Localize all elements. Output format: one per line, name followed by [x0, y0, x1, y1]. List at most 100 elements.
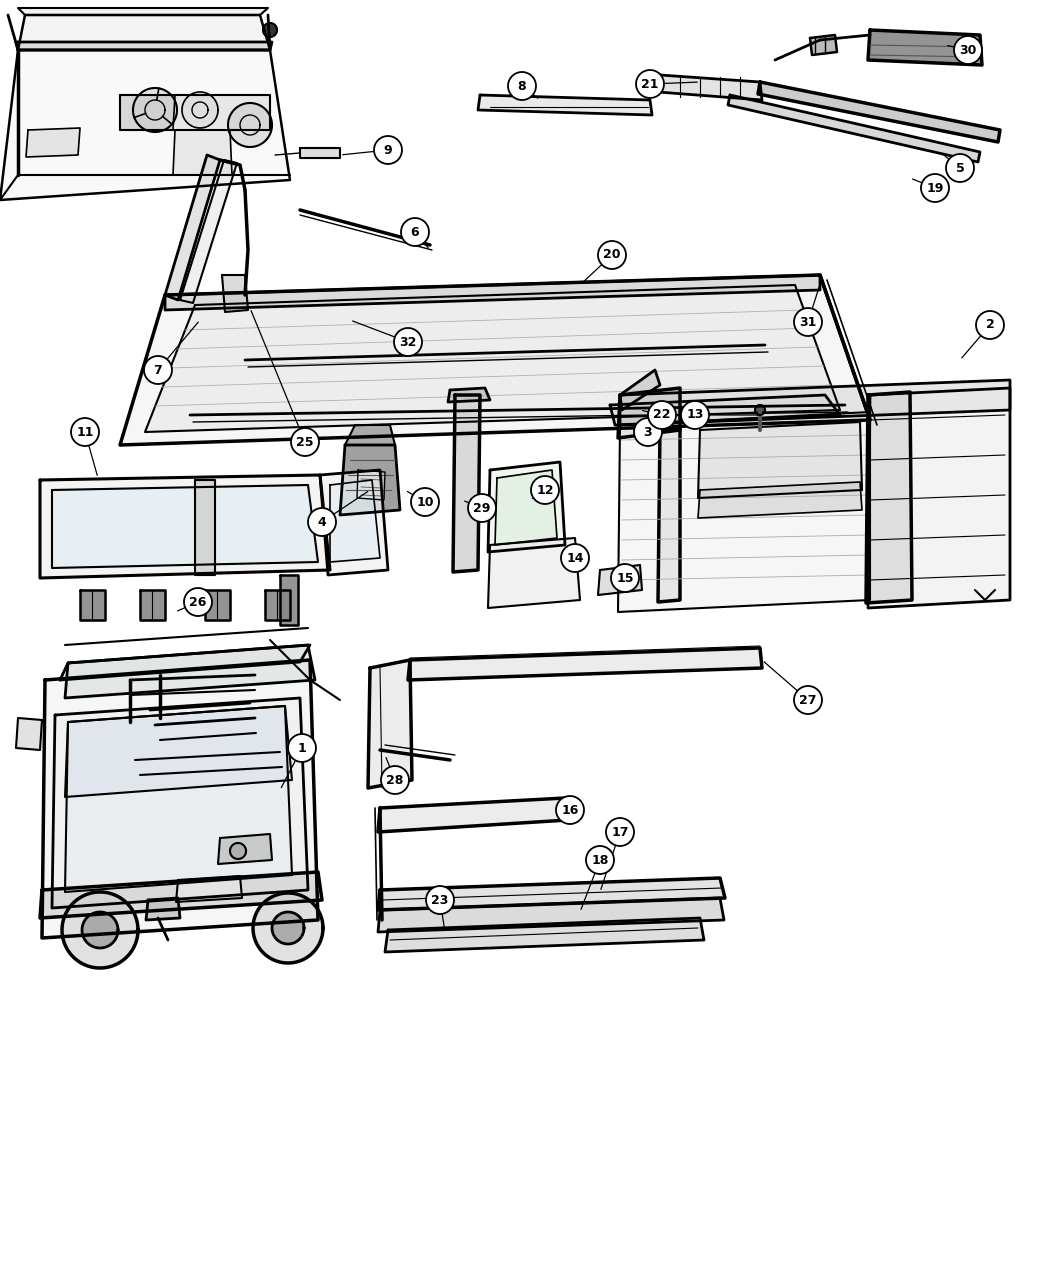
Polygon shape: [176, 876, 242, 901]
Polygon shape: [52, 484, 318, 567]
Polygon shape: [658, 75, 762, 99]
Polygon shape: [378, 878, 724, 910]
Circle shape: [976, 311, 1004, 339]
Polygon shape: [620, 380, 1010, 425]
Polygon shape: [253, 892, 323, 963]
Circle shape: [586, 847, 614, 873]
Polygon shape: [120, 96, 270, 130]
Text: 20: 20: [604, 249, 621, 261]
Text: 25: 25: [296, 436, 314, 449]
Polygon shape: [698, 422, 862, 499]
Polygon shape: [488, 462, 565, 552]
Text: 3: 3: [644, 426, 652, 439]
Text: 13: 13: [687, 408, 704, 422]
Polygon shape: [182, 92, 218, 128]
Polygon shape: [868, 31, 982, 65]
Polygon shape: [330, 479, 380, 562]
Text: 4: 4: [317, 515, 327, 529]
Text: 16: 16: [562, 803, 579, 816]
Polygon shape: [598, 565, 642, 595]
Polygon shape: [26, 128, 80, 157]
Polygon shape: [52, 697, 308, 908]
Polygon shape: [145, 286, 840, 432]
Polygon shape: [658, 428, 680, 602]
Text: 23: 23: [432, 894, 448, 907]
Text: 21: 21: [642, 78, 658, 91]
Polygon shape: [222, 275, 248, 312]
Text: 7: 7: [153, 363, 163, 376]
Text: 19: 19: [926, 181, 944, 195]
Polygon shape: [357, 470, 385, 500]
Polygon shape: [866, 391, 912, 603]
Circle shape: [411, 488, 439, 516]
Polygon shape: [205, 590, 230, 620]
Circle shape: [291, 428, 319, 456]
Polygon shape: [618, 412, 870, 612]
Polygon shape: [165, 275, 820, 310]
Text: 15: 15: [616, 571, 634, 584]
Circle shape: [184, 588, 212, 616]
Polygon shape: [618, 388, 680, 439]
Text: 2: 2: [986, 319, 994, 332]
Polygon shape: [180, 159, 237, 303]
Polygon shape: [165, 156, 220, 300]
Circle shape: [531, 476, 559, 504]
Polygon shape: [755, 405, 765, 414]
Polygon shape: [448, 388, 490, 402]
Polygon shape: [810, 34, 837, 55]
Polygon shape: [65, 645, 315, 697]
Polygon shape: [195, 479, 215, 575]
Polygon shape: [228, 103, 272, 147]
Text: 9: 9: [383, 144, 393, 157]
Circle shape: [394, 328, 422, 356]
Text: 32: 32: [399, 335, 417, 348]
Polygon shape: [60, 645, 310, 680]
Polygon shape: [320, 470, 388, 575]
Polygon shape: [80, 590, 105, 620]
Text: 30: 30: [960, 43, 977, 56]
Circle shape: [381, 766, 410, 794]
Polygon shape: [173, 130, 232, 175]
Polygon shape: [18, 8, 268, 15]
Polygon shape: [146, 898, 180, 921]
Text: 5: 5: [956, 162, 964, 175]
Circle shape: [611, 564, 639, 592]
Circle shape: [374, 136, 402, 164]
Text: 1: 1: [297, 742, 307, 755]
Circle shape: [794, 686, 822, 714]
Circle shape: [144, 356, 172, 384]
Polygon shape: [728, 96, 980, 162]
Polygon shape: [368, 660, 412, 788]
Polygon shape: [230, 843, 246, 859]
Circle shape: [681, 402, 709, 428]
Polygon shape: [140, 590, 165, 620]
Polygon shape: [65, 706, 292, 892]
Polygon shape: [265, 590, 290, 620]
Polygon shape: [62, 892, 138, 968]
Polygon shape: [620, 370, 660, 411]
Text: 10: 10: [416, 496, 434, 509]
Polygon shape: [16, 42, 272, 50]
Polygon shape: [340, 445, 400, 515]
Text: 17: 17: [611, 825, 629, 839]
Polygon shape: [218, 834, 272, 864]
Polygon shape: [345, 425, 395, 445]
Polygon shape: [42, 660, 318, 938]
Circle shape: [71, 418, 99, 446]
Polygon shape: [758, 82, 1000, 142]
Polygon shape: [120, 275, 870, 445]
Circle shape: [468, 493, 496, 521]
Polygon shape: [18, 15, 270, 50]
Text: 11: 11: [77, 426, 93, 439]
Polygon shape: [453, 395, 480, 572]
Polygon shape: [698, 482, 862, 518]
Circle shape: [946, 154, 974, 182]
Text: 31: 31: [799, 315, 817, 329]
Circle shape: [634, 418, 662, 446]
Text: 18: 18: [591, 853, 609, 867]
Text: 6: 6: [411, 226, 419, 238]
Polygon shape: [378, 798, 568, 833]
Circle shape: [308, 507, 336, 536]
Text: 29: 29: [474, 501, 490, 515]
Polygon shape: [0, 50, 290, 200]
